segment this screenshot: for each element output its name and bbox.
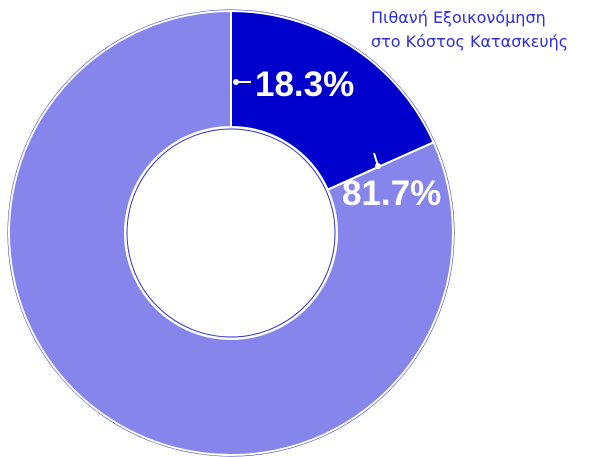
data-label-2: 81.7% (342, 174, 441, 213)
slices-layer (7, 9, 455, 457)
data-labels-layer: 18.3% 81.7% (255, 65, 441, 213)
annotation-line-2: στο Κόστος Κατασκευής (371, 32, 569, 51)
leader-dot-2 (375, 163, 381, 169)
donut-slice-1 (230, 9, 435, 192)
slice-annotation: Πιθανή Εξοικονόμηση στο Κόστος Κατασκευή… (371, 6, 603, 54)
data-label-1: 18.3% (255, 65, 354, 104)
leader-dot-1 (233, 79, 239, 85)
leader-lines-layer (233, 79, 381, 169)
annotation-line-1: Πιθανή Εξοικονόμηση (371, 8, 546, 27)
donut-hole (126, 128, 336, 338)
donut-slice-2 (8, 9, 454, 456)
